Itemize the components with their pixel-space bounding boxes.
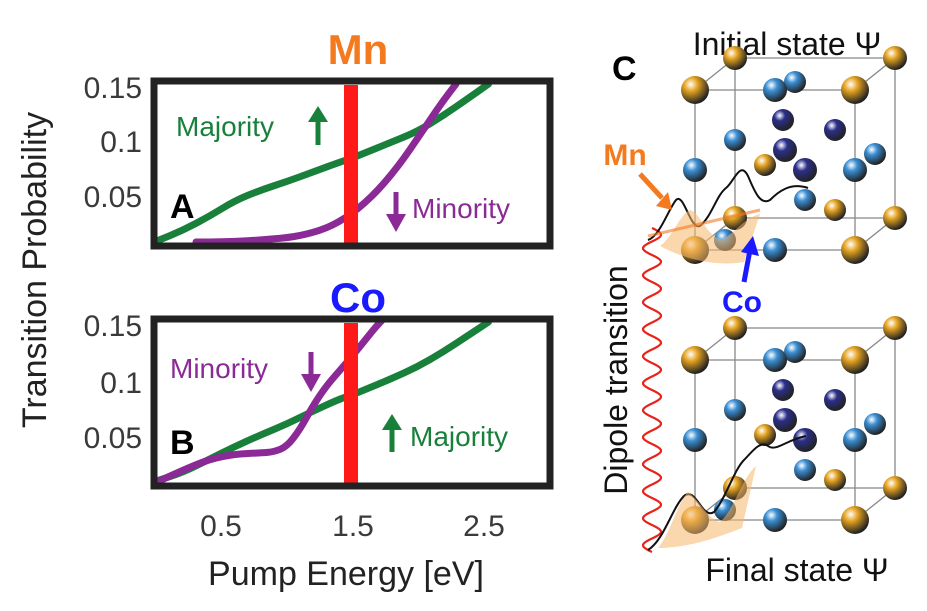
panel-a-pump-line — [344, 85, 358, 244]
mn-atom — [723, 46, 747, 70]
panel-a-letter: A — [170, 188, 195, 226]
co-atom — [793, 158, 817, 182]
panel-b-chart: Co 0.15 0.1 0.05 B Minority Majority — [84, 274, 554, 490]
wavefunction-top — [647, 169, 809, 264]
mn-atom — [681, 76, 709, 104]
co-atom — [784, 341, 806, 363]
panel-a-chart: Mn 0.15 0.1 0.05 A Majority Minority — [84, 26, 554, 250]
initial-state-label: Initial state Ψ — [693, 26, 882, 62]
down-arrow-icon — [301, 352, 321, 392]
co-arrow-icon — [741, 236, 759, 283]
co-atom — [724, 129, 746, 151]
co-atom — [843, 428, 867, 452]
panel-b-title: Co — [330, 274, 386, 321]
y-axis-label: Transition Probability — [16, 112, 54, 428]
panel-a-title: Mn — [328, 26, 389, 73]
panel-a-ytick: 0.15 — [84, 72, 142, 105]
panel-a-frame — [150, 77, 554, 250]
dipole-transition-label: Dipole transition — [598, 265, 634, 494]
x-axis-label: Pump Energy [eV] — [208, 555, 484, 593]
mn-atom — [754, 424, 776, 446]
up-arrow-icon — [382, 414, 402, 452]
panel-b-minority-label: Minority — [170, 353, 268, 384]
mn-atom — [824, 199, 846, 221]
panel-b-ytick: 0.1 — [100, 367, 142, 400]
co-atom — [794, 459, 816, 481]
co-atom — [773, 408, 797, 432]
co-atom — [824, 119, 846, 141]
series-line-majority — [157, 320, 492, 485]
co-atom — [784, 71, 806, 93]
xtick: 0.5 — [200, 510, 242, 543]
panel-b-y-ticks: 0.15 0.1 0.05 — [84, 310, 142, 455]
co-atom — [763, 238, 787, 262]
mn-atom — [883, 206, 907, 230]
mn-atom — [723, 206, 747, 230]
panel-b-majority-label: Majority — [410, 421, 508, 452]
up-arrow-icon — [308, 106, 328, 145]
co-atom — [763, 348, 787, 372]
mn-atom — [883, 46, 907, 70]
co-atom — [763, 508, 787, 532]
mn-atom — [841, 236, 869, 264]
mn-callout-label: Mn — [603, 139, 646, 172]
co-atom — [763, 78, 787, 102]
down-arrow-icon — [386, 192, 406, 232]
panel-a-majority-label: Majority — [176, 111, 274, 142]
co-atom — [843, 158, 867, 182]
co-atom — [773, 138, 797, 162]
co-atom — [772, 109, 794, 131]
panel-b-frame — [150, 315, 554, 490]
panel-a-ytick: 0.1 — [100, 126, 142, 159]
mn-atom — [824, 469, 846, 491]
mn-atom — [754, 154, 776, 176]
panel-b-ytick: 0.15 — [84, 310, 142, 343]
mn-atom — [883, 476, 907, 500]
co-atom — [683, 428, 707, 452]
mn-arrow-icon — [638, 172, 672, 210]
series-line-minority — [192, 82, 460, 245]
mn-atom — [841, 346, 869, 374]
mn-atom — [841, 506, 869, 534]
panel-a-y-ticks: 0.15 0.1 0.05 — [84, 72, 142, 214]
mn-atom — [681, 346, 709, 374]
dipole-wave-line — [642, 227, 662, 553]
panel-b-pump-line — [344, 323, 358, 484]
crystal-lattice — [681, 46, 907, 534]
co-atom — [793, 428, 817, 452]
co-atom — [683, 158, 707, 182]
x-axis-ticks: 0.5 1.5 2.5 — [200, 510, 505, 543]
co-atom — [864, 143, 886, 165]
wavefunction-bottom — [647, 435, 807, 551]
co-atom — [724, 399, 746, 421]
co-atom — [794, 189, 816, 211]
xtick: 2.5 — [463, 510, 505, 543]
mn-atom — [841, 76, 869, 104]
panel-a-ytick: 0.05 — [84, 181, 142, 214]
co-atom — [824, 389, 846, 411]
panel-b-ytick: 0.05 — [84, 422, 142, 455]
panel-b-letter: B — [170, 424, 195, 462]
co-atom — [772, 379, 794, 401]
co-atom — [864, 413, 886, 435]
co-callout-label: Co — [722, 286, 762, 319]
panel-a-minority-label: Minority — [412, 193, 510, 224]
xtick: 1.5 — [332, 510, 374, 543]
panel-c-letter: C — [612, 50, 637, 88]
mn-atom — [723, 316, 747, 340]
panel-c-illustration: C Initial state Ψ Final state Ψ Dipole t… — [598, 26, 907, 588]
final-state-label: Final state Ψ — [705, 552, 888, 588]
mn-atom — [883, 316, 907, 340]
